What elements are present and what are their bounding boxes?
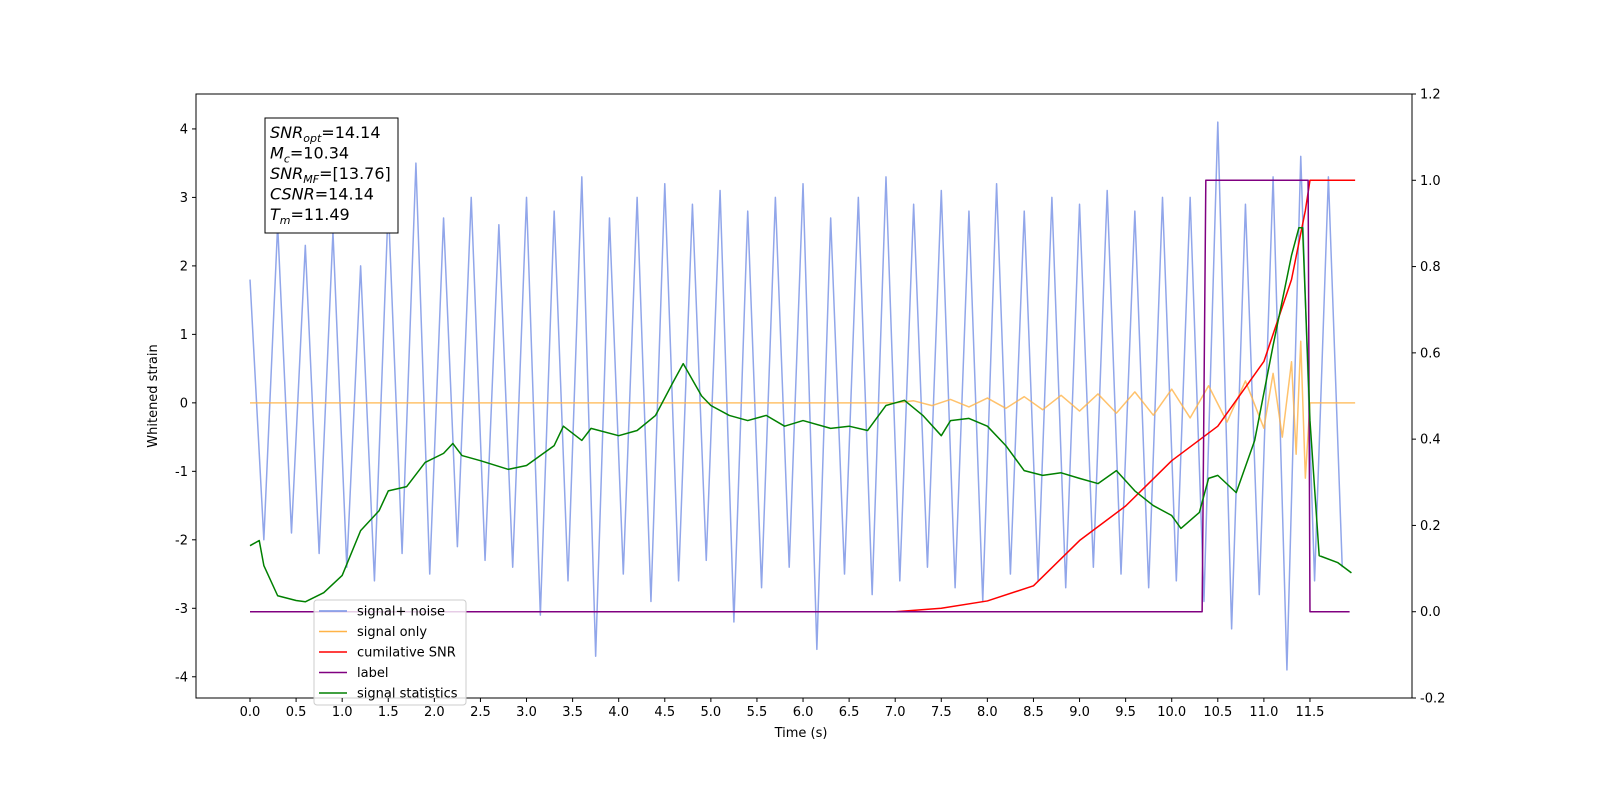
- y-tick-label: 0: [180, 396, 188, 411]
- y2-tick-label: 0.8: [1420, 260, 1441, 275]
- y-tick-label: 3: [180, 191, 188, 206]
- legend-label: signal only: [357, 625, 427, 640]
- series-line: [249, 226, 1352, 603]
- y2-tick-label: 1.0: [1420, 174, 1441, 189]
- series-line: [250, 340, 1356, 479]
- y-tick-label: 2: [180, 259, 188, 274]
- annotation-value: =[13.76]: [319, 164, 391, 183]
- annotation-frame: [264, 117, 399, 234]
- x-tick-label: 3.5: [562, 705, 583, 720]
- legend: signal+ noise signal only cumilative SNR la…: [313, 599, 467, 706]
- x-tick-label: 2.0: [424, 705, 445, 720]
- y-tick-label: -1: [175, 465, 188, 480]
- x-axis-label: Time (s): [774, 726, 828, 741]
- annotation-subscript: c: [284, 153, 290, 166]
- y-tick-label: 4: [180, 122, 188, 137]
- annotation-symbol: M: [270, 144, 284, 163]
- annotation-value: =14.14: [321, 123, 380, 142]
- y2-tick-label: 0.0: [1420, 605, 1441, 620]
- y2-tick-label: 0.4: [1420, 433, 1441, 448]
- x-tick-label: 2.5: [470, 705, 491, 720]
- y-tick-label: -3: [175, 602, 188, 617]
- x-tick-label: 4.0: [608, 705, 629, 720]
- x-tick-label: 6.0: [793, 705, 814, 720]
- x-tick-label: 0.5: [286, 705, 307, 720]
- x-tick-label: 1.0: [332, 705, 353, 720]
- x-tick-label: 0.0: [240, 705, 261, 720]
- y2-tick-label: 0.6: [1420, 346, 1441, 361]
- x-tick-label: 10.0: [1157, 705, 1186, 720]
- x-tick-label: 7.5: [931, 705, 952, 720]
- annotation-symbol: SNR: [270, 164, 303, 183]
- annotation-line: CSNR=14.14: [270, 185, 374, 204]
- plot-area: [249, 121, 1356, 671]
- x-tick-label: 5.0: [701, 705, 722, 720]
- annotation-symbol: CSNR: [270, 185, 315, 204]
- annotation-value: =14.14: [315, 185, 374, 204]
- annotation-box: SNRopt=14.14Mc=10.34SNRMF=[13.76]CSNR=14…: [264, 117, 399, 234]
- annotation-subscript: m: [280, 214, 291, 227]
- x-tick-label: 5.5: [747, 705, 768, 720]
- x-tick-label: 8.0: [977, 705, 998, 720]
- x-tick-label: 3.0: [516, 705, 537, 720]
- y-axis-label: Whitened strain: [146, 344, 161, 447]
- series-line: [250, 179, 1350, 613]
- axes-frame: [195, 93, 1413, 699]
- legend-label: signal+ noise: [357, 605, 445, 620]
- y2-tick-label: 0.2: [1420, 519, 1441, 534]
- x-tick-label: 1.5: [378, 705, 399, 720]
- x-tick-label: 7.0: [885, 705, 906, 720]
- annotation-symbol: T: [270, 205, 281, 224]
- x-tick-label: 9.5: [1115, 705, 1136, 720]
- annotation-line: SNRopt=14.14: [270, 123, 381, 145]
- x-tick-label: 11.5: [1295, 705, 1324, 720]
- annotation-symbol: SNR: [270, 123, 303, 142]
- x-tick-label: 9.0: [1069, 705, 1090, 720]
- annotation-subscript: MF: [303, 173, 319, 186]
- x-tick-label: 10.5: [1203, 705, 1232, 720]
- annotation-subscript: opt: [303, 132, 322, 145]
- x-tick-label: 8.5: [1023, 705, 1044, 720]
- y-tick-label: 1: [180, 328, 188, 343]
- legend-label: signal statistics: [357, 687, 458, 702]
- legend-label: cumilative SNR: [357, 646, 456, 661]
- x-tick-label: 6.5: [839, 705, 860, 720]
- y2-tick-label: 1.2: [1420, 88, 1441, 103]
- annotation-value: =11.49: [291, 205, 350, 224]
- series-line: [250, 179, 1356, 613]
- legend-label: label: [357, 666, 388, 681]
- legend-frame: [313, 599, 467, 706]
- series-line: [249, 121, 1343, 671]
- y-tick-label: -4: [175, 670, 188, 685]
- annotation-value: =10.34: [290, 144, 349, 163]
- x-tick-label: 11.0: [1249, 705, 1278, 720]
- x-tick-label: 4.5: [654, 705, 675, 720]
- y-tick-label: -2: [175, 533, 188, 548]
- annotation-line: SNRMF=[13.76]: [270, 164, 391, 186]
- annotation-line: Mc=10.34: [270, 144, 349, 166]
- annotation-line: Tm=11.49: [270, 205, 350, 227]
- y2-tick-label: -0.2: [1420, 692, 1445, 707]
